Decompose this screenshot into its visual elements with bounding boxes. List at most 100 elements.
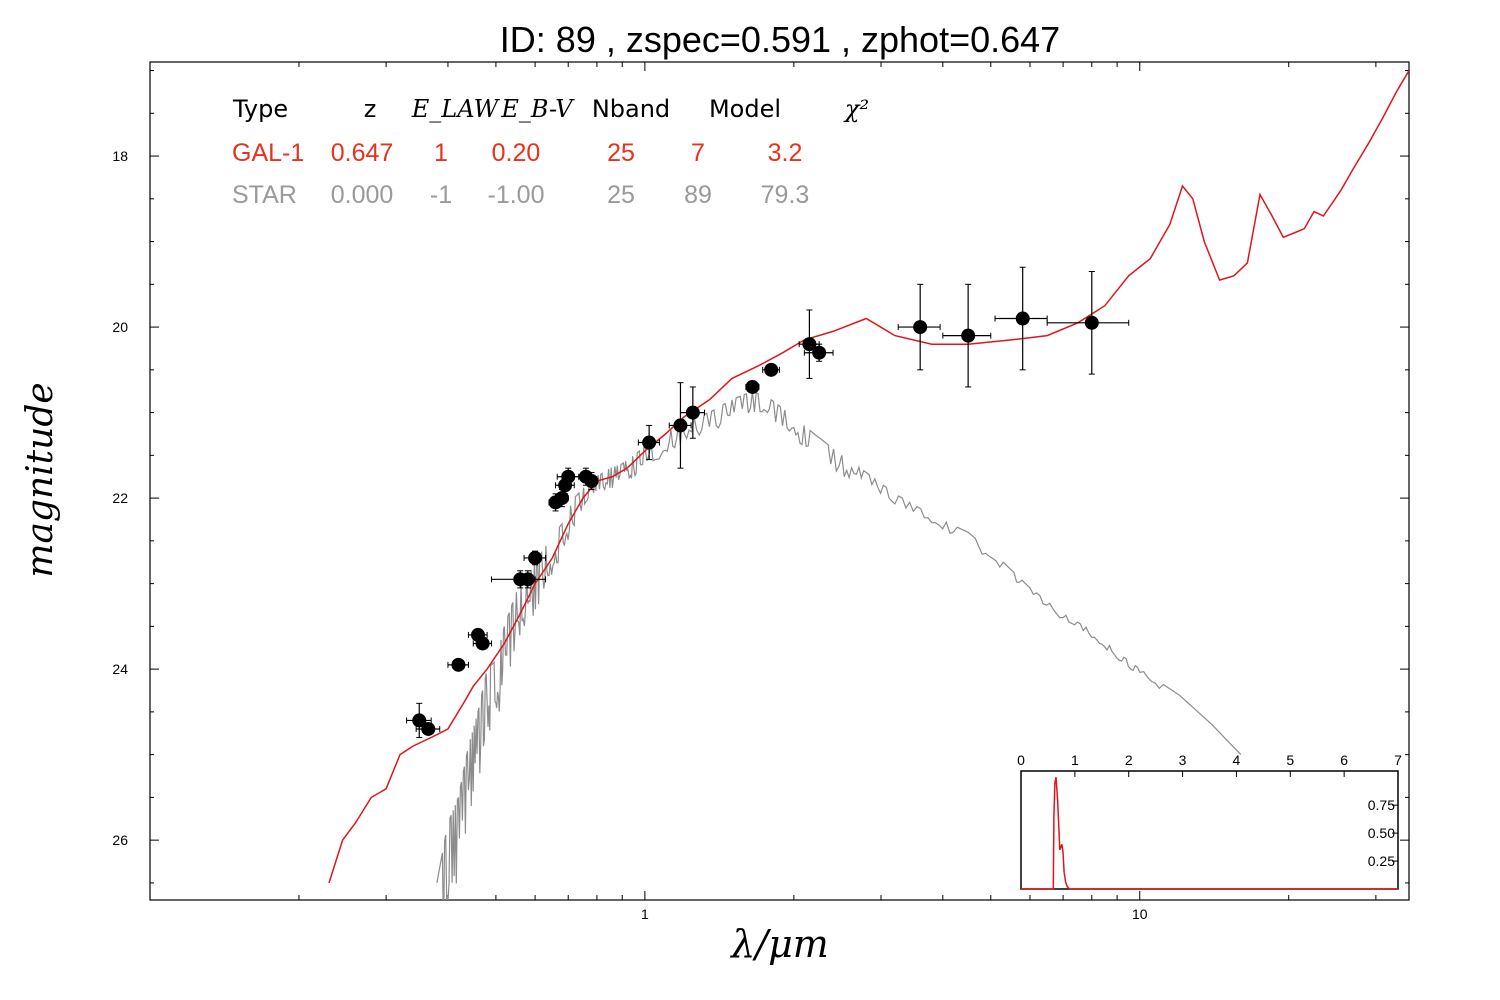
inset-y-tick-label: 0.25 <box>1368 853 1395 869</box>
table-cell: 1 <box>434 139 448 167</box>
inset-x-tick-label: 4 <box>1233 752 1241 768</box>
photometry-point <box>994 266 1048 371</box>
galaxy-template-line <box>328 70 1409 884</box>
inset-x-tick-label: 2 <box>1125 752 1133 768</box>
redshift-pdf-inset: 0 1 2 3 4 5 6 7 0.25 0.50 0.75 <box>1017 752 1402 890</box>
inset-x-tick-label: 1 <box>1071 752 1079 768</box>
y-tick-label: 22 <box>112 490 128 506</box>
inset-x-tick-label: 0 <box>1017 752 1025 768</box>
inset-x-tick-label: 6 <box>1340 752 1348 768</box>
x-axis-label: λ/μm <box>729 922 829 966</box>
table-header-cell: Model <box>709 95 781 123</box>
x-tick-label: 1 <box>641 906 649 922</box>
data-point <box>913 320 928 335</box>
table-header-cell: Type <box>232 95 288 123</box>
photometry-point <box>668 382 692 469</box>
star-template-line <box>436 391 1242 900</box>
data-point <box>520 572 535 587</box>
redshift-pdf-line <box>1021 777 1398 890</box>
data-point <box>673 418 688 433</box>
photometry-point <box>447 657 469 672</box>
data-point <box>584 474 599 488</box>
data-point <box>412 713 427 728</box>
photometry-point <box>798 309 820 379</box>
table-cell: 25 <box>607 181 635 209</box>
inset-y-ticks: 0.25 0.50 0.75 <box>1368 797 1398 869</box>
photometry-point <box>803 343 834 362</box>
data-point <box>642 435 657 450</box>
data-point <box>745 379 760 394</box>
x-axis-ticks: 1 10 <box>149 62 1377 922</box>
data-point <box>528 550 543 565</box>
photometry-point <box>467 627 488 642</box>
inset-y-tick-label: 0.50 <box>1368 825 1395 841</box>
photometry-points <box>406 266 1130 739</box>
photometry-point <box>556 467 580 486</box>
inset-series <box>1021 777 1398 890</box>
data-point <box>421 721 436 736</box>
plot-frame <box>149 61 1410 901</box>
data-point <box>561 469 576 484</box>
inset-x-ticks: 0 1 2 3 4 5 6 7 <box>1017 752 1402 777</box>
photometry-point <box>584 471 599 491</box>
data-point <box>812 345 827 360</box>
photometry-point <box>406 702 432 739</box>
y-axis-label: magnitude <box>20 382 61 577</box>
inset-x-tick-label: 3 <box>1179 752 1187 768</box>
photometry-point <box>679 386 706 439</box>
y-tick-label: 26 <box>112 832 128 848</box>
y-tick-label: 18 <box>112 148 128 164</box>
table-cell: 3.2 <box>768 139 803 167</box>
table-cell: STAR <box>232 181 297 209</box>
photometry-point <box>472 636 493 651</box>
data-point <box>685 405 700 420</box>
table-header-cell: E_B-V <box>500 95 575 123</box>
table-header-cell: E_LAW <box>411 95 501 123</box>
table-row: GAL-1 0.647 1 0.20 25 7 3.2 <box>232 139 802 167</box>
y-tick-label: 24 <box>112 661 128 677</box>
photometry-point <box>519 570 536 589</box>
photometry-point <box>897 283 941 371</box>
table-cell: 0.000 <box>331 181 394 209</box>
table-cell: 79.3 <box>761 181 810 209</box>
data-point <box>451 657 466 672</box>
inset-x-tick-label: 7 <box>1394 752 1402 768</box>
photometry-point <box>523 550 547 566</box>
data-point <box>1084 315 1099 330</box>
table-body: GAL-1 0.647 1 0.20 25 7 3.2 STAR 0.000 -1 -1.00 25 8… <box>232 139 809 209</box>
data-point <box>475 636 490 651</box>
photometry-point <box>745 379 760 394</box>
table-cell: -1 <box>430 181 452 209</box>
fit-summary-table: Type z E_LAW E_B-V Nband Model χ² GAL-1 0.647 1 0… <box>232 95 869 209</box>
data-point <box>554 491 569 506</box>
y-tick-label: 20 <box>112 319 128 335</box>
table-row: STAR 0.000 -1 -1.00 25 89 79.3 <box>232 181 809 209</box>
x-tick-label: 10 <box>1132 906 1148 922</box>
table-cell: GAL-1 <box>232 139 304 167</box>
chart-title: ID: 89 , zspec=0.591 , zphot=0.647 <box>500 19 1060 60</box>
photometry-point <box>1046 271 1130 375</box>
table-header-cell: Nband <box>592 95 670 123</box>
table-header-row: Type z E_LAW E_B-V Nband Model χ² <box>232 95 869 123</box>
table-cell: -1.00 <box>488 181 545 209</box>
photometry-point <box>415 721 441 736</box>
data-point <box>961 328 976 343</box>
table-header-cell: χ² <box>843 95 869 123</box>
inset-frame <box>1020 770 1399 890</box>
table-cell: 0.647 <box>331 139 394 167</box>
data-point <box>802 337 817 352</box>
table-header-cell: z <box>364 95 377 123</box>
photometry-point <box>942 283 992 388</box>
photometry-point <box>637 424 660 461</box>
table-cell: 0.20 <box>492 139 541 167</box>
inset-y-tick-label: 0.75 <box>1368 797 1395 813</box>
inset-x-tick-label: 5 <box>1286 752 1294 768</box>
table-cell: 89 <box>684 181 712 209</box>
data-point <box>764 362 779 377</box>
series-layer <box>328 70 1409 900</box>
table-cell: 7 <box>691 139 705 167</box>
table-cell: 25 <box>607 139 635 167</box>
